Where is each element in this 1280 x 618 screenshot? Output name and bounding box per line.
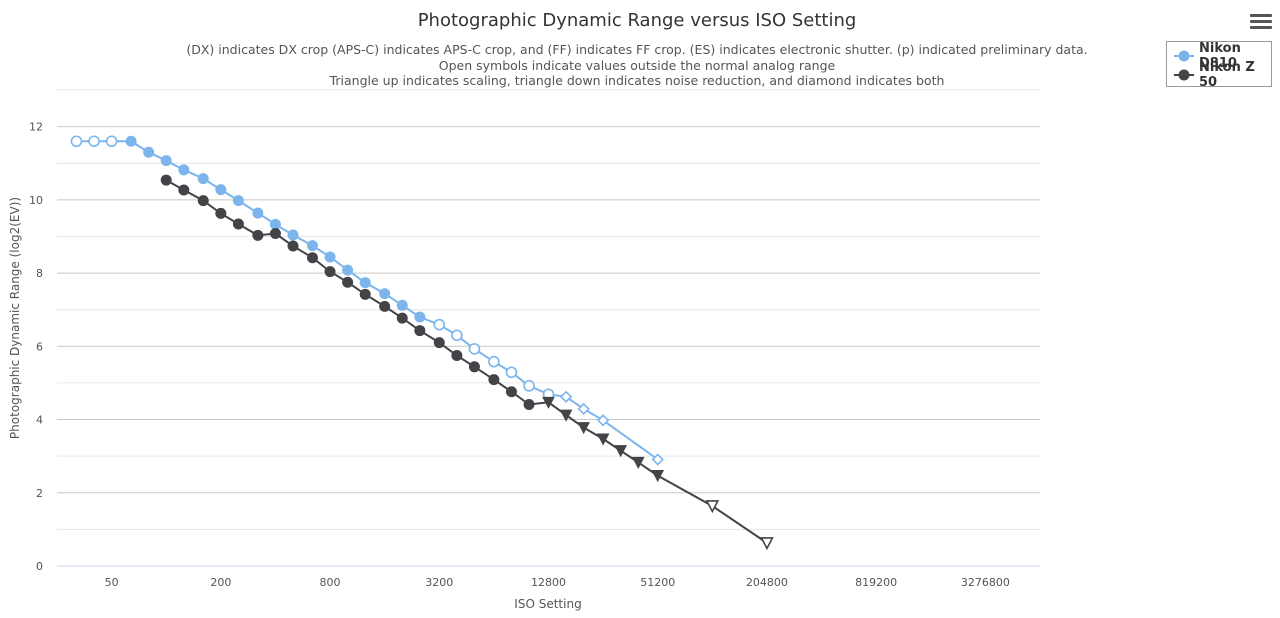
data-point[interactable]: [396, 312, 408, 324]
y-tick-label: 12: [29, 121, 43, 134]
chart-subtitle-line-3: Triangle up indicates scaling, triangle …: [329, 73, 945, 88]
hamburger-menu-icon[interactable]: [1250, 14, 1272, 32]
data-point[interactable]: [232, 218, 244, 230]
y-tick-label: 6: [36, 340, 43, 353]
data-point[interactable]: [324, 266, 336, 278]
data-point[interactable]: [651, 470, 665, 483]
data-point[interactable]: [559, 409, 573, 422]
data-point[interactable]: [523, 380, 535, 392]
data-point[interactable]: [488, 374, 500, 386]
gridlines: [57, 89, 1040, 567]
data-point[interactable]: [596, 414, 610, 427]
legend-item-d810[interactable]: Nikon D810: [1173, 41, 1265, 71]
data-point[interactable]: [287, 240, 299, 252]
data-point[interactable]: [269, 218, 281, 230]
data-point[interactable]: [488, 355, 500, 368]
data-point[interactable]: [523, 399, 535, 411]
data-point[interactable]: [160, 174, 172, 186]
x-tick-label: 51200: [640, 576, 675, 589]
chart-title: Photographic Dynamic Range versus ISO Se…: [418, 10, 857, 31]
data-point[interactable]: [359, 277, 371, 289]
x-axis-label: ISO Setting: [514, 597, 581, 611]
data-point[interactable]: [232, 195, 244, 207]
x-tick-label: 800: [320, 576, 341, 589]
data-point[interactable]: [505, 366, 518, 379]
y-tick-label: 0: [36, 560, 43, 573]
x-tick-label: 12800: [531, 576, 566, 589]
chart-legend: Nikon D810 Nikon Z 50: [1166, 41, 1272, 90]
data-point[interactable]: [342, 264, 354, 276]
data-point[interactable]: [160, 155, 172, 167]
data-point[interactable]: [324, 251, 336, 263]
x-axis-ticks: 50 200 800 3200 12800 51200 204800 819200 327680…: [105, 576, 1010, 589]
y-tick-label: 10: [29, 194, 43, 207]
series-2: [160, 174, 774, 551]
data-point[interactable]: [306, 252, 318, 264]
data-point[interactable]: [542, 396, 555, 409]
data-point[interactable]: [252, 229, 264, 241]
data-point[interactable]: [433, 318, 446, 331]
data-point[interactable]: [143, 146, 155, 158]
data-point[interactable]: [760, 537, 774, 551]
y-tick-label: 2: [36, 487, 43, 500]
legend-marker-icon: [1174, 50, 1194, 61]
data-point[interactable]: [178, 164, 190, 176]
data-point[interactable]: [596, 433, 610, 446]
x-tick-label: 50: [105, 576, 119, 589]
data-point[interactable]: [125, 135, 137, 147]
data-point[interactable]: [88, 135, 100, 148]
data-point[interactable]: [414, 325, 426, 337]
data-point[interactable]: [396, 299, 408, 311]
y-tick-label: 4: [36, 414, 43, 427]
x-tick-label: 3200: [425, 576, 453, 589]
data-point[interactable]: [451, 349, 463, 361]
series-layer: [70, 135, 774, 551]
data-point[interactable]: [433, 337, 445, 349]
data-point[interactable]: [559, 390, 573, 403]
chart-subtitle-line-1: (DX) indicates DX crop (APS-C) indicates…: [186, 42, 1087, 57]
x-tick-label: 819200: [855, 576, 897, 589]
y-tick-label: 8: [36, 267, 43, 280]
data-point[interactable]: [197, 173, 209, 185]
y-axis-ticks: 0 2 4 6 8 10 12: [29, 121, 43, 573]
data-point[interactable]: [178, 184, 190, 196]
data-point[interactable]: [614, 445, 628, 458]
data-point[interactable]: [577, 422, 590, 435]
data-point[interactable]: [287, 229, 299, 241]
data-point[interactable]: [359, 288, 371, 300]
data-point[interactable]: [577, 402, 590, 416]
legend-marker-icon: [1174, 69, 1194, 80]
data-point[interactable]: [631, 456, 645, 469]
x-tick-label: 200: [210, 576, 231, 589]
data-point[interactable]: [468, 343, 481, 355]
data-point[interactable]: [379, 300, 391, 312]
data-point[interactable]: [451, 329, 463, 342]
y-axis-label: Photographic Dynamic Range (log2(EV)): [8, 197, 22, 439]
data-point[interactable]: [197, 195, 209, 207]
legend-label: Nikon Z 50: [1199, 59, 1255, 90]
series-1: [70, 135, 664, 466]
data-point[interactable]: [269, 228, 281, 240]
chart-subtitle-line-2: Open symbols indicate values outside the…: [439, 58, 836, 73]
legend-item-z50[interactable]: Nikon Z 50: [1173, 60, 1265, 90]
data-point[interactable]: [379, 288, 391, 300]
data-point[interactable]: [105, 135, 118, 148]
data-point[interactable]: [705, 500, 720, 514]
data-point[interactable]: [215, 184, 227, 196]
data-point[interactable]: [306, 240, 318, 252]
data-point[interactable]: [468, 361, 480, 373]
legend-label: Nikon D810: [1199, 40, 1241, 71]
x-tick-label: 204800: [746, 576, 788, 589]
x-tick-label: 3276800: [961, 576, 1010, 589]
data-point[interactable]: [70, 135, 83, 148]
data-point[interactable]: [651, 453, 664, 466]
data-point[interactable]: [414, 311, 426, 323]
data-point[interactable]: [215, 207, 227, 219]
data-point[interactable]: [342, 276, 354, 288]
data-point[interactable]: [505, 386, 517, 398]
data-point[interactable]: [252, 207, 264, 219]
